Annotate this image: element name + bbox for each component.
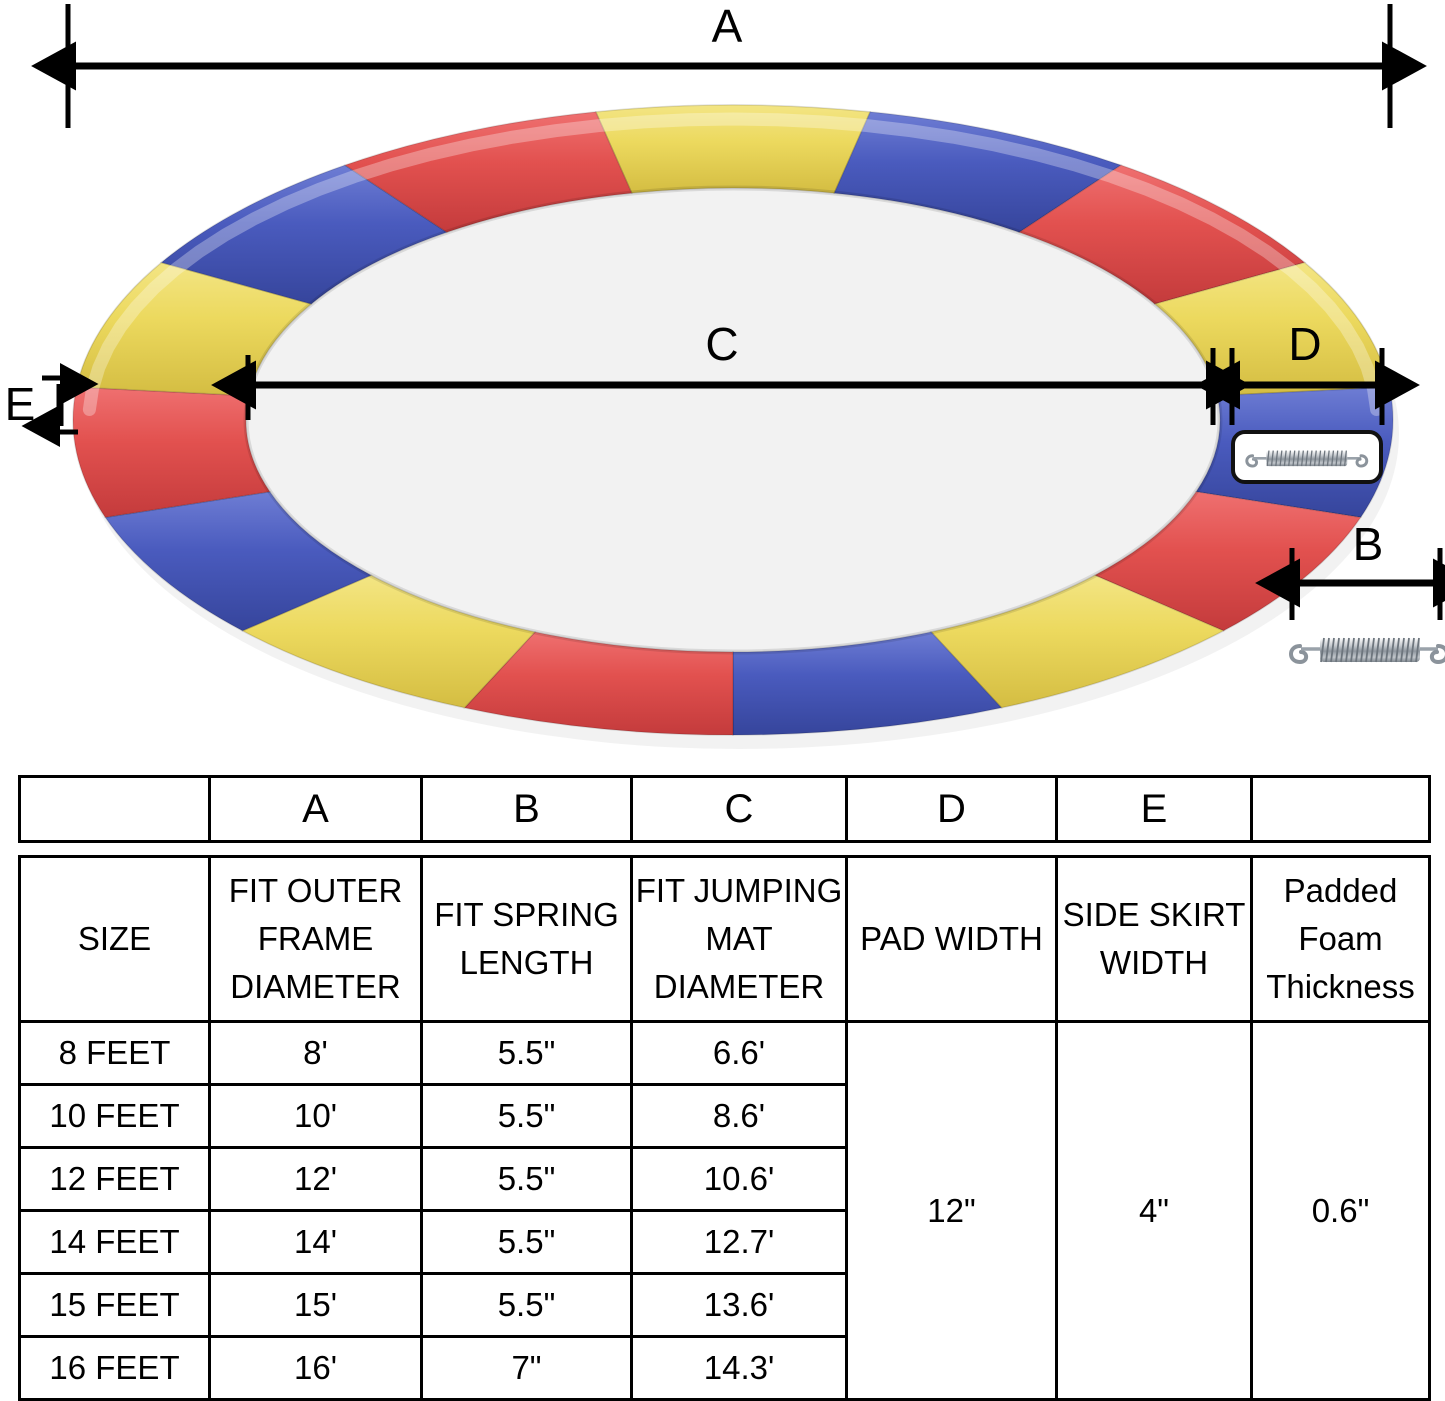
spring-icon-large <box>1289 637 1445 665</box>
column-header-pad-width: PAD WIDTH <box>845 855 1058 1023</box>
dimension-d-label: D <box>1288 318 1321 370</box>
cell-jumping-mat-diameter: 6.6' <box>630 1020 848 1086</box>
cell-jumping-mat-diameter: 10.6' <box>630 1146 848 1212</box>
cell-outer-frame-diameter: 14' <box>208 1209 423 1275</box>
cell-spring-length: 5.5" <box>420 1146 633 1212</box>
column-header-row: SIZE FIT OUTER FRAME DIAMETER FIT SPRING… <box>18 855 1431 1023</box>
letter-cell-c: C <box>630 775 848 843</box>
pad-ring-graphic <box>72 104 1399 749</box>
ring-highlight <box>82 112 1384 416</box>
spec-table-area: A B C D E SIZE FIT OUTER FRAME DIAMETER … <box>18 775 1431 1401</box>
spring-icon-small <box>1245 450 1369 468</box>
column-header-size: SIZE <box>18 855 211 1023</box>
pad-segment-red <box>343 111 633 234</box>
dimension-a-label: A <box>712 0 743 52</box>
letter-cell-e: E <box>1055 775 1253 843</box>
letter-cell-d: D <box>845 775 1058 843</box>
letter-cell-b: B <box>420 775 633 843</box>
pad-segment-red <box>463 631 734 736</box>
cell-outer-frame-diameter: 16' <box>208 1335 423 1401</box>
cell-spring-length: 5.5" <box>420 1209 633 1275</box>
column-header-side-skirt-width: SIDE SKIRT WIDTH <box>1055 855 1253 1023</box>
cell-size: 15 FEET <box>18 1272 211 1338</box>
spring-callout <box>1231 430 1383 484</box>
cell-jumping-mat-diameter: 14.3' <box>630 1335 848 1401</box>
pad-segment-blue <box>833 111 1123 234</box>
cell-outer-frame-diameter: 15' <box>208 1272 423 1338</box>
letter-cell-a: A <box>208 775 423 843</box>
table-row: 14 FEET 14' 5.5" 12.7' <box>18 1209 1430 1275</box>
spec-table: SIZE FIT OUTER FRAME DIAMETER FIT SPRING… <box>18 855 1431 1401</box>
letter-cell-blank-right <box>1250 775 1431 843</box>
cell-jumping-mat-diameter: 12.7' <box>630 1209 848 1275</box>
dimension-e: E <box>5 363 99 447</box>
letter-header-table: A B C D E <box>18 775 1431 843</box>
dimension-d: D <box>1195 318 1420 425</box>
pad-dimension-diagram: A C D E B <box>5 0 1445 749</box>
letter-cell-blank-left <box>18 775 211 843</box>
cell-size: 12 FEET <box>18 1146 211 1212</box>
pad-segment-red <box>1017 164 1307 305</box>
cell-side-skirt-width: 4" <box>1055 1020 1253 1401</box>
cell-outer-frame-diameter: 8' <box>208 1020 423 1086</box>
cell-spring-length: 5.5" <box>420 1083 633 1149</box>
column-header-spring-length: FIT SPRING LENGTH <box>420 855 633 1023</box>
pad-segment-red <box>1093 490 1362 632</box>
cell-size: 14 FEET <box>18 1209 211 1275</box>
cell-outer-frame-diameter: 12' <box>208 1146 423 1212</box>
table-row: 8 FEET 8' 5.5" 6.6' 12" 4" 0.6" <box>18 1020 1431 1401</box>
column-header-jumping-mat-diameter: FIT JUMPING MAT DIAMETER <box>630 855 848 1023</box>
diagram-area: A C D E B <box>5 0 1445 749</box>
cell-spring-length: 7" <box>420 1335 633 1401</box>
dimension-e-label: E <box>5 378 36 430</box>
cell-size: 16 FEET <box>18 1335 211 1401</box>
column-header-padded-foam-thickness: Padded Foam Thickness <box>1250 855 1431 1023</box>
letter-header-row: A B C D E <box>18 775 1431 843</box>
dimension-c-label: C <box>705 318 738 370</box>
cell-outer-frame-diameter: 10' <box>208 1083 423 1149</box>
dimension-a: A <box>31 0 1427 128</box>
cell-size: 10 FEET <box>18 1083 211 1149</box>
table-row: 10 FEET 10' 5.5" 8.6' <box>18 1083 1430 1149</box>
cell-size: 8 FEET <box>18 1020 211 1086</box>
table-row: 15 FEET 15' 5.5" 13.6' <box>18 1272 1430 1338</box>
cell-pad-width: 12" <box>845 1020 1058 1401</box>
cell-spring-length: 5.5" <box>420 1272 633 1338</box>
cell-spring-length: 5.5" <box>420 1020 633 1086</box>
dimension-b-label: B <box>1353 518 1384 570</box>
cell-jumping-mat-diameter: 8.6' <box>630 1083 848 1149</box>
table-row: 12 FEET 12' 5.5" 10.6' <box>18 1146 1430 1212</box>
dimension-b: B <box>1255 518 1445 620</box>
cell-jumping-mat-diameter: 13.6' <box>630 1272 848 1338</box>
cell-padded-foam-thickness: 0.6" <box>1250 1020 1431 1401</box>
column-header-outer-frame-diameter: FIT OUTER FRAME DIAMETER <box>208 855 423 1023</box>
